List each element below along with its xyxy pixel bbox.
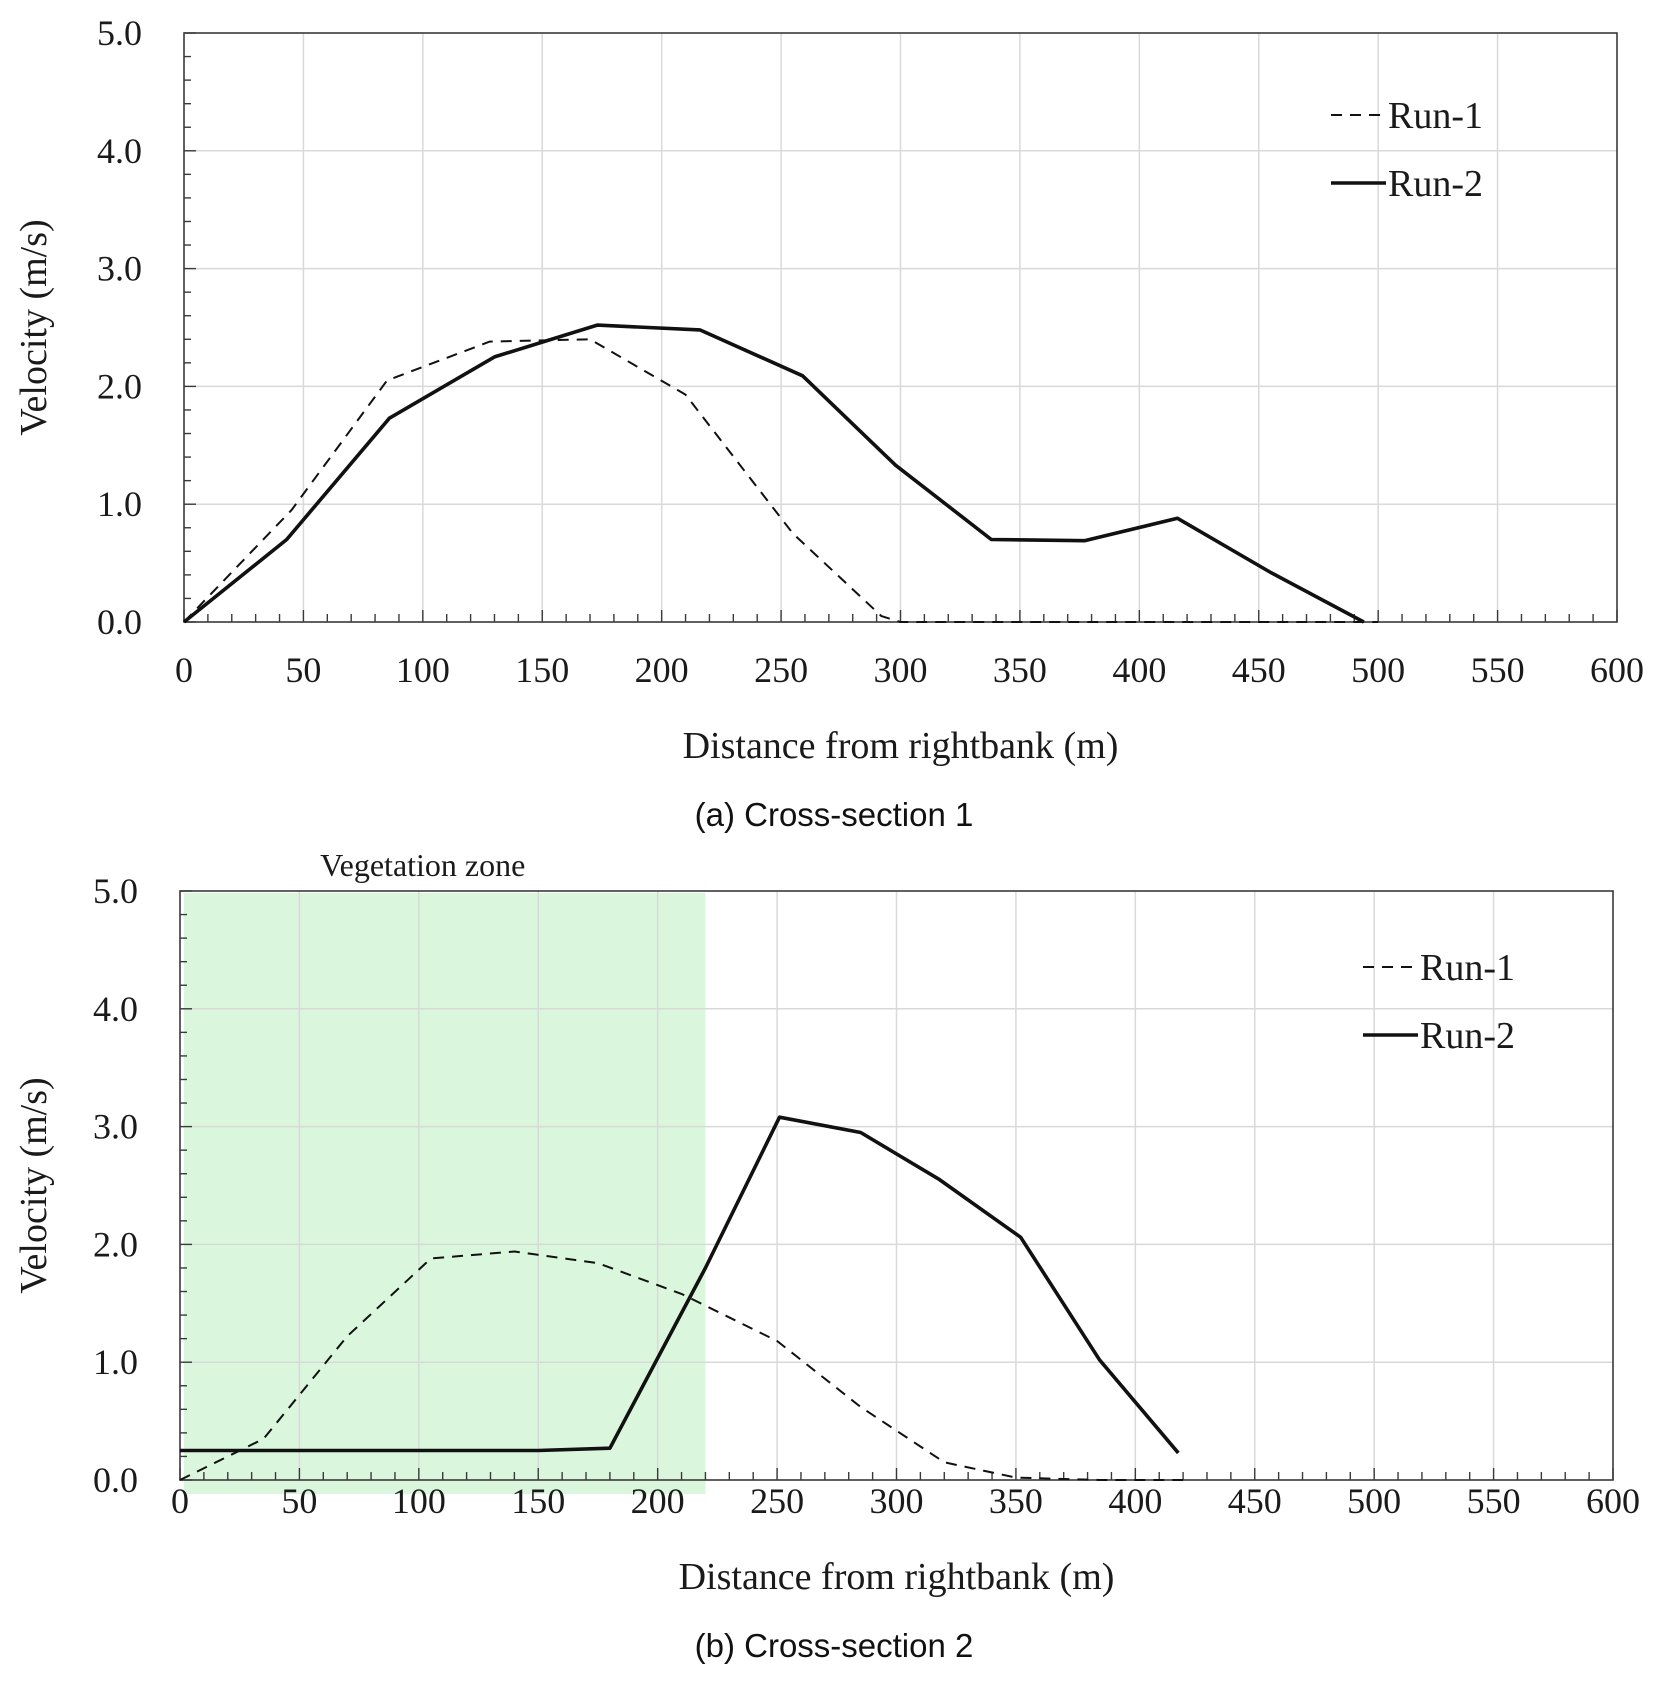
x-tick-label: 400	[1112, 650, 1166, 690]
legend-label-run-1: Run-1	[1388, 95, 1483, 137]
x-tick-label: 350	[993, 650, 1047, 690]
x-tick-label: 100	[396, 650, 450, 690]
x-tick-label: 400	[1108, 1481, 1162, 1521]
x-tick-label: 450	[1232, 650, 1286, 690]
vegetation-zone-label: Vegetation zone	[320, 847, 525, 883]
x-axis-label: Distance from rightbank (m)	[683, 725, 1119, 767]
y-tick-label: 1.0	[93, 1342, 138, 1382]
y-tick-label: 5.0	[93, 871, 138, 911]
x-tick-label: 150	[511, 1481, 565, 1521]
series-line-run-1	[179, 1250, 1184, 1481]
x-tick-label: 0	[175, 650, 193, 690]
y-tick-label: 0.0	[93, 1460, 138, 1500]
x-tick-label: 500	[1347, 1481, 1401, 1521]
legend-label-run-1: Run-1	[1420, 947, 1515, 989]
series-line-run-2	[180, 1115, 1180, 1455]
y-tick-label: 1.0	[97, 484, 142, 524]
x-tick-label: 200	[631, 1481, 685, 1521]
y-tick-label: 5.0	[97, 13, 142, 53]
y-tick-label: 2.0	[93, 1224, 138, 1264]
x-tick-label: 0	[171, 1481, 189, 1521]
x-tick-label: 500	[1351, 650, 1405, 690]
series-line-run-2	[182, 323, 1365, 624]
y-tick-label: 3.0	[93, 1107, 138, 1147]
x-tick-label: 200	[635, 650, 689, 690]
figure-caption: (b) Cross-section 2	[695, 1627, 974, 1664]
y-axis-label: Velocity (m/s)	[13, 219, 55, 435]
x-tick-label: 300	[874, 650, 928, 690]
y-tick-label: 4.0	[93, 989, 138, 1029]
y-axis-label: Velocity (m/s)	[13, 1077, 55, 1293]
legend-label-run-2: Run-2	[1388, 163, 1483, 205]
x-tick-label: 550	[1471, 650, 1525, 690]
x-tick-label: 550	[1467, 1481, 1521, 1521]
x-tick-label: 50	[285, 650, 321, 690]
y-tick-label: 4.0	[97, 131, 142, 171]
vegetation-zone-band	[184, 893, 706, 1494]
chart-cross-section-1: 0 50 100 150 200 250 300 350 400 450 500 550 600 0.0 1…	[13, 13, 1644, 833]
y-tick-label: 3.0	[97, 249, 142, 289]
y-tick-label: 2.0	[97, 366, 142, 406]
x-tick-label: 450	[1228, 1481, 1282, 1521]
x-tick-label: 150	[515, 650, 569, 690]
x-tick-label: 600	[1590, 650, 1644, 690]
x-tick-label: 50	[281, 1481, 317, 1521]
legend-label-run-2: Run-2	[1420, 1015, 1515, 1057]
x-tick-label: 250	[754, 650, 808, 690]
chart-cross-section-2: 0 50 100 150 200 250 300 350 400 450 500 550 600 0.0 1…	[13, 847, 1640, 1664]
figure-caption: (a) Cross-section 1	[695, 796, 974, 833]
x-tick-label: 250	[750, 1481, 804, 1521]
x-axis-label: Distance from rightbank (m)	[679, 1556, 1115, 1598]
x-tick-label: 100	[392, 1481, 446, 1521]
y-tick-label: 0.0	[97, 602, 142, 642]
x-tick-label: 600	[1586, 1481, 1640, 1521]
x-tick-label: 350	[989, 1481, 1043, 1521]
x-tick-label: 300	[870, 1481, 924, 1521]
